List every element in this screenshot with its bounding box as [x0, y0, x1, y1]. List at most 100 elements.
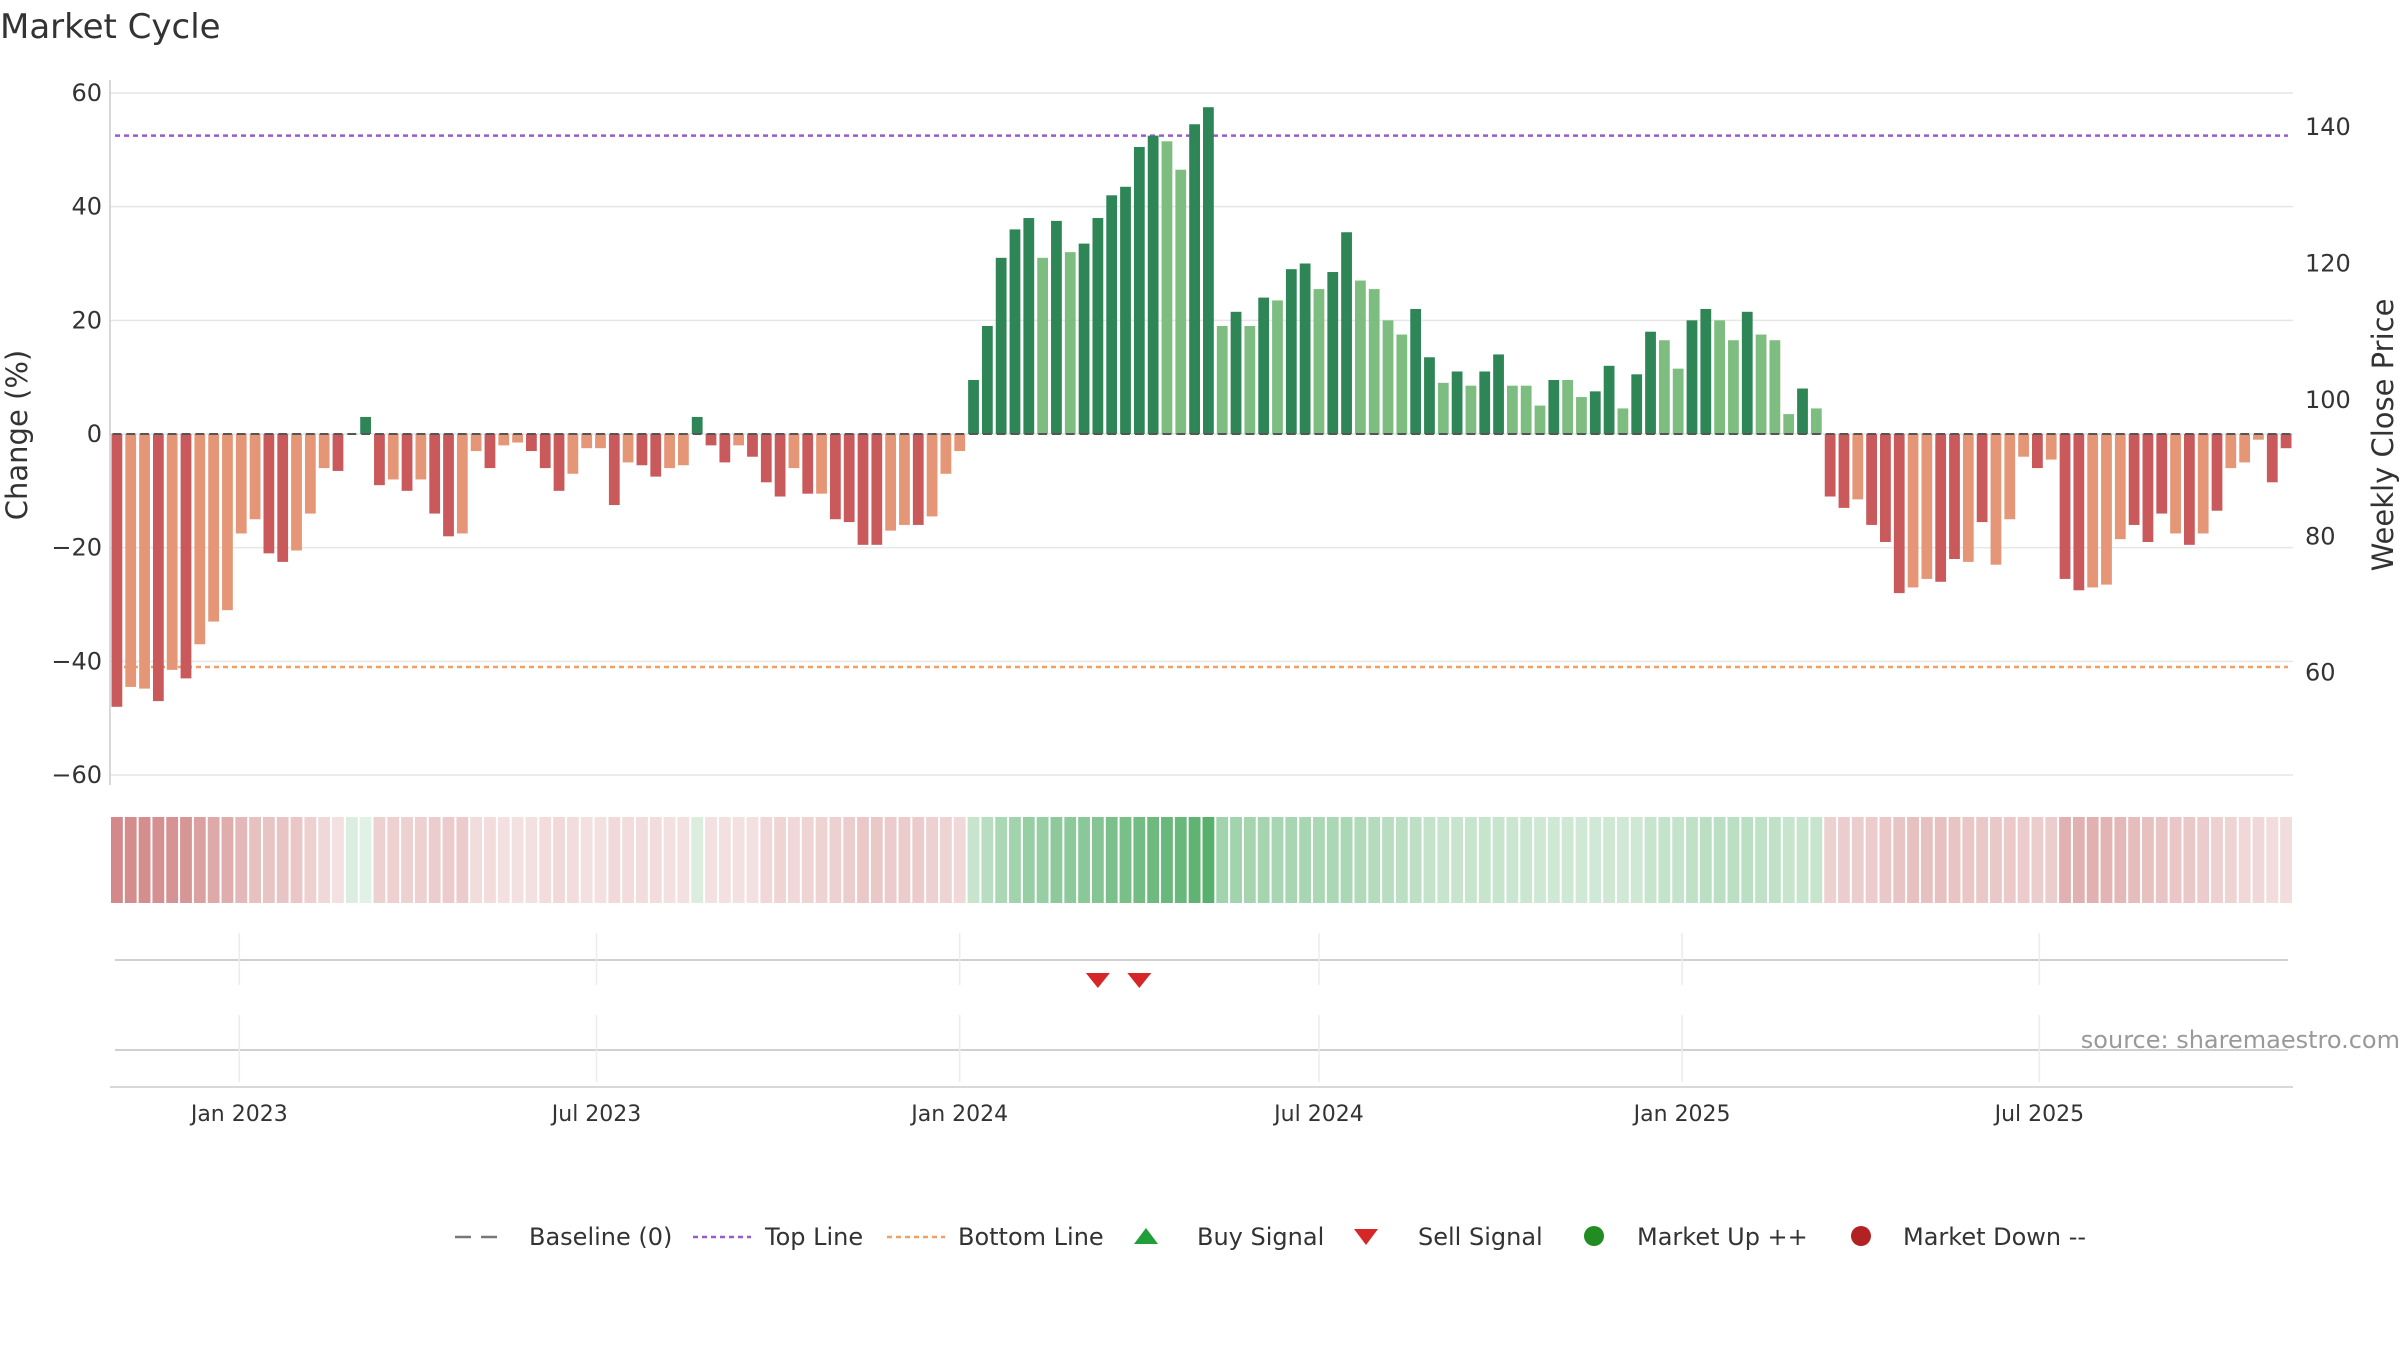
- y2-tick-label: 60: [2305, 659, 2336, 687]
- bar: [1976, 434, 1988, 523]
- strength-cell: [2128, 817, 2141, 903]
- bar: [1852, 434, 1864, 500]
- strength-cell: [1810, 817, 1823, 903]
- strength-cell: [566, 817, 579, 903]
- strength-cell: [1285, 817, 1298, 903]
- signals-panel: [115, 933, 2288, 1082]
- bar: [608, 434, 620, 506]
- strength-cell: [1755, 817, 1767, 903]
- strength-cell: [1050, 817, 1063, 903]
- bar: [1755, 334, 1767, 434]
- bar: [484, 434, 496, 469]
- strength-cell: [1727, 817, 1740, 903]
- bar: [1272, 300, 1283, 434]
- strength-cell: [843, 817, 856, 903]
- bar: [843, 434, 855, 523]
- strength-cell: [580, 817, 593, 903]
- strength-cell: [967, 817, 980, 903]
- strength-cell: [2183, 817, 2196, 903]
- bar: [208, 434, 220, 622]
- bar: [180, 434, 192, 679]
- bar: [1216, 326, 1228, 434]
- bar: [512, 434, 523, 443]
- x-axis: Jan 2023 Jul 2023 Jan 2024 Jul 2024 Jan 2025…: [110, 1086, 2293, 1127]
- strength-cell: [221, 817, 234, 903]
- strength-cell: [1395, 817, 1408, 903]
- bar: [235, 434, 247, 534]
- bar: [719, 434, 731, 463]
- bar: [1479, 371, 1491, 434]
- legend-label: Bottom Line: [958, 1223, 1104, 1251]
- strength-cell: [1644, 817, 1657, 903]
- bar: [1147, 135, 1159, 434]
- bar: [166, 434, 178, 670]
- bar: [2059, 434, 2071, 579]
- bar: [1962, 434, 1974, 562]
- strength-cell: [1603, 817, 1615, 903]
- bar: [705, 434, 717, 446]
- sell-triangle-icon: [1354, 1229, 1378, 1245]
- bar: [1534, 405, 1546, 434]
- bar: [498, 434, 510, 446]
- bar: [691, 416, 703, 434]
- bar: [677, 434, 689, 466]
- strength-cell: [2045, 817, 2058, 903]
- strength-cell: [2266, 817, 2279, 903]
- bar: [1396, 334, 1408, 434]
- bar: [567, 434, 579, 474]
- bar: [553, 434, 565, 491]
- strength-cell: [373, 817, 386, 903]
- strength-cell: [677, 817, 690, 903]
- bar: [1299, 263, 1311, 434]
- strength-cell: [2224, 817, 2237, 903]
- strength-cell: [1589, 817, 1602, 903]
- bar: [1506, 385, 1518, 434]
- bar: [802, 434, 814, 494]
- strength-cell: [1147, 817, 1160, 903]
- strength-cell: [926, 817, 938, 903]
- bar: [360, 416, 371, 434]
- bar: [374, 434, 385, 486]
- bar: [1562, 380, 1574, 434]
- strength-cell: [718, 817, 731, 903]
- bar: [1120, 186, 1131, 434]
- bar: [1935, 434, 1947, 582]
- strength-cell: [1133, 817, 1146, 903]
- legend-item-top: Top Line: [693, 1223, 863, 1251]
- strength-cell: [2114, 817, 2127, 903]
- strength-cell: [981, 817, 994, 903]
- bar: [1078, 243, 1090, 434]
- chart-title: Market Cycle: [0, 7, 221, 47]
- bar: [332, 434, 344, 471]
- bar: [2225, 434, 2237, 469]
- bar: [1285, 269, 1297, 434]
- strength-cell: [1741, 817, 1754, 903]
- strength-cell: [1934, 817, 1947, 903]
- bar: [595, 434, 606, 449]
- bar: [152, 434, 164, 702]
- bar: [760, 434, 772, 483]
- strength-cell: [235, 817, 248, 903]
- strength-cell: [1368, 817, 1381, 903]
- y-tick-label: 60: [71, 79, 102, 107]
- bar: [1465, 385, 1477, 434]
- x-tick-label: Jan 2023: [189, 1102, 288, 1127]
- strength-cell: [1478, 817, 1491, 903]
- strength-cell: [691, 817, 704, 903]
- bar: [968, 380, 979, 434]
- bar: [539, 434, 551, 469]
- bar: [2239, 434, 2251, 463]
- strength-cell: [1824, 817, 1837, 903]
- strength-cell: [608, 817, 621, 903]
- strength-cell: [318, 817, 331, 903]
- bar: [1092, 218, 1104, 434]
- bar: [829, 434, 841, 520]
- bar: [1658, 340, 1670, 434]
- strength-cell: [470, 817, 483, 903]
- bar-series: [111, 107, 2292, 707]
- legend-label: Market Up ++: [1637, 1223, 1808, 1251]
- strength-cell: [1340, 817, 1353, 903]
- bar: [1203, 107, 1214, 434]
- bar: [885, 434, 897, 531]
- bar: [139, 434, 150, 689]
